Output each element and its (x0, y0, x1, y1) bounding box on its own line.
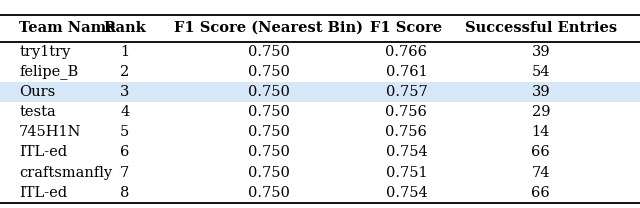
Text: 0.757: 0.757 (385, 85, 428, 99)
Text: felipe_B: felipe_B (19, 64, 79, 79)
Text: 39: 39 (531, 85, 550, 99)
Text: 0.761: 0.761 (385, 65, 428, 79)
Text: 0.750: 0.750 (248, 105, 290, 119)
Text: 29: 29 (532, 105, 550, 119)
Text: craftsmanfly: craftsmanfly (19, 166, 113, 180)
Text: ITL-ed: ITL-ed (19, 145, 67, 159)
Text: testa: testa (19, 105, 56, 119)
Text: 0.754: 0.754 (385, 186, 428, 200)
Text: F1 Score: F1 Score (371, 21, 442, 35)
Text: 39: 39 (531, 45, 550, 59)
Text: 0.750: 0.750 (248, 45, 290, 59)
Text: 7: 7 (120, 166, 129, 180)
Text: 0.750: 0.750 (248, 186, 290, 200)
Text: 74: 74 (532, 166, 550, 180)
Text: 54: 54 (532, 65, 550, 79)
Text: Successful Entries: Successful Entries (465, 21, 617, 35)
Text: ITL-ed: ITL-ed (19, 186, 67, 200)
Text: 0.756: 0.756 (385, 105, 428, 119)
Text: 0.766: 0.766 (385, 45, 428, 59)
Text: F1 Score (Nearest Bin): F1 Score (Nearest Bin) (174, 21, 364, 35)
Text: 0.750: 0.750 (248, 65, 290, 79)
Text: 0.750: 0.750 (248, 166, 290, 180)
Bar (0, 82, 640, 102)
Text: 0.750: 0.750 (248, 145, 290, 159)
Text: 66: 66 (531, 186, 550, 200)
Text: 0.754: 0.754 (385, 145, 428, 159)
Text: 5: 5 (120, 125, 129, 139)
Text: 2: 2 (120, 65, 129, 79)
Text: Rank: Rank (104, 21, 146, 35)
Text: 66: 66 (531, 145, 550, 159)
Text: 745H1N: 745H1N (19, 125, 82, 139)
Text: try1try: try1try (19, 45, 70, 59)
Text: 4: 4 (120, 105, 129, 119)
Text: 0.750: 0.750 (248, 85, 290, 99)
Text: 3: 3 (120, 85, 129, 99)
Text: Team Name: Team Name (19, 21, 116, 35)
Text: 0.751: 0.751 (385, 166, 428, 180)
Text: 8: 8 (120, 186, 129, 200)
Text: 0.756: 0.756 (385, 125, 428, 139)
Text: 1: 1 (120, 45, 129, 59)
Text: Ours: Ours (19, 85, 56, 99)
Text: 0.750: 0.750 (248, 125, 290, 139)
Text: 6: 6 (120, 145, 129, 159)
Text: 14: 14 (532, 125, 550, 139)
